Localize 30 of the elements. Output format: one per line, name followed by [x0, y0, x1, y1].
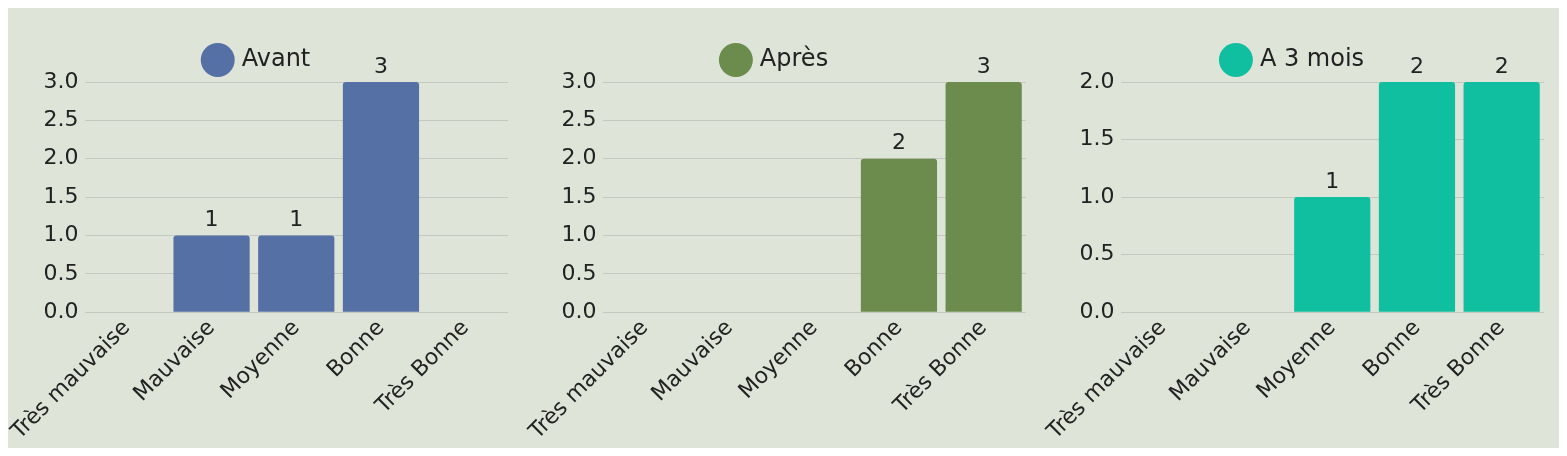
y-tick-label: 1.5 [1079, 125, 1115, 151]
y-tick-label: 3.0 [43, 67, 79, 93]
y-tick-label: 2.0 [561, 144, 597, 170]
y-tick-label: 1.0 [561, 221, 597, 247]
y-tick-label: 0.5 [43, 259, 79, 285]
y-tick-label: 2.5 [561, 106, 597, 132]
y-tick-label: 0.0 [43, 297, 79, 323]
data-label: 1 [289, 206, 304, 232]
y-tick-label: 2.0 [1079, 67, 1115, 93]
y-tick-label: 2.5 [43, 106, 79, 132]
y-tick-label: 0.0 [561, 297, 597, 323]
data-label: 1 [1325, 167, 1340, 193]
y-tick-label: 1.0 [43, 221, 79, 247]
y-tick-label: 1.5 [561, 182, 597, 208]
data-label: 2 [1494, 52, 1509, 78]
data-label: 2 [891, 129, 906, 155]
legend-label: A 3 mois [1259, 44, 1365, 73]
legend-label: Après [759, 44, 829, 73]
y-tick-label: 1.5 [43, 182, 79, 208]
y-tick-label: 1.0 [1079, 182, 1115, 208]
y-tick-label: 0.5 [561, 259, 597, 285]
y-tick-label: 0.0 [1079, 297, 1115, 323]
data-label: 3 [976, 52, 991, 78]
y-tick-label: 2.0 [43, 144, 79, 170]
y-tick-label: 0.5 [1079, 240, 1115, 266]
data-label: 3 [373, 52, 388, 78]
legend-label: Avant [241, 44, 311, 73]
y-tick-label: 3.0 [561, 67, 597, 93]
data-label: 2 [1409, 52, 1424, 78]
data-label: 1 [204, 206, 219, 232]
